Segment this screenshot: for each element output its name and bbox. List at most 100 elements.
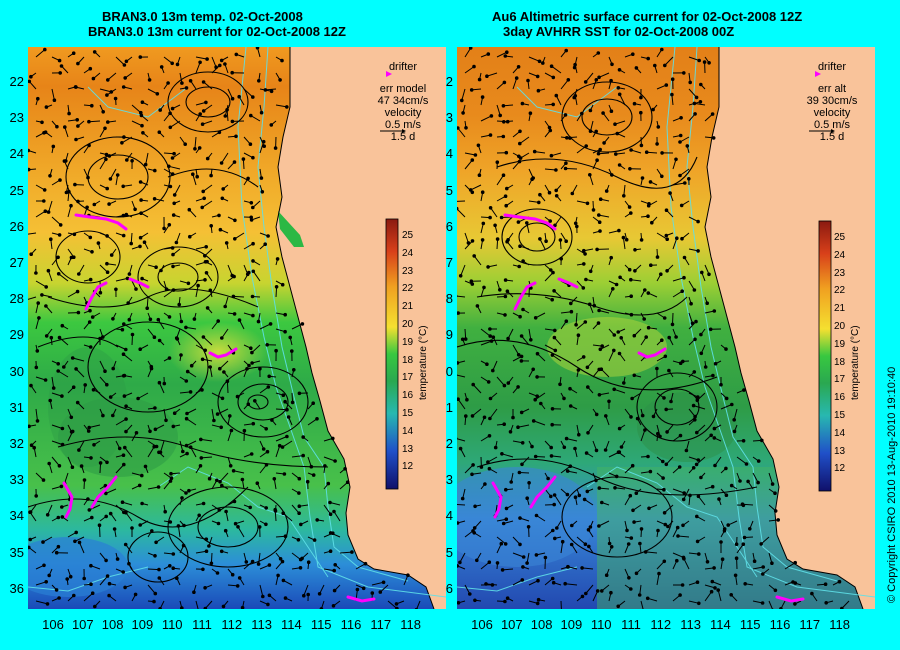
longitude-tick: 106 [42,617,64,632]
colorbar-tick-label: 15 [402,408,414,419]
err-value: 47 34cm/s [377,95,429,107]
right-map-panel [457,47,875,609]
right-title-line1: Au6 Altimetric surface current for 02-Oc… [492,9,803,24]
longitude-tick: 117 [799,617,821,632]
colorbar-tick-label: 12 [834,463,846,475]
colorbar-tick-label: 21 [834,303,846,315]
colorbar-title-left: temperature (°C) [418,325,429,400]
longitude-tick: 116 [340,617,362,632]
colorbar-tick-label: 16 [834,392,846,404]
colorbar-tick-label: 19 [402,336,414,348]
err-label: err alt [817,83,847,95]
colorbar-tick-label: 14 [402,425,414,437]
land-mass [705,47,875,609]
longitude-tick: 118 [829,617,850,632]
latitude-tick: 35 [9,544,24,560]
longitude-tick: 108 [101,617,124,632]
duration-label: 1.5 d [819,131,845,143]
colorbar-tick-label: 23 [402,265,414,277]
drifter-legend-icon [386,71,392,77]
longitude-tick: 115 [739,617,761,632]
colorbar-tick-label: 25 [834,232,846,243]
longitude-tick: 109 [560,617,583,632]
left-map-svg [28,47,446,609]
velocity-value: 0.5 m/s [813,119,851,131]
latitude-tick: 27 [9,255,24,270]
latitude-tick: 23 [9,110,24,126]
colorbar-tick-label: 25 [402,230,414,241]
longitude-tick: 112 [650,617,672,632]
err-value: 39 30cm/s [806,95,858,107]
longitude-tick: 118 [400,617,421,632]
latitude-tick: 26 [9,218,24,234]
colorbar-tick-label: 22 [834,285,846,297]
colorbar-tick-label: 24 [834,249,846,261]
left-title-line1: BRAN3.0 13m temp. 02-Oct-2008 [102,9,303,24]
longitude-tick: 110 [161,617,183,632]
duration-label: 1.5 d [390,131,416,143]
left-map-panel [28,47,446,609]
longitude-tick: 115 [310,617,332,632]
right-legend: drifter err alt 39 30cm/s velocity 0.5 m… [797,61,867,143]
colorbar-tick-label: 18 [402,354,414,366]
land-mass [276,47,446,609]
latitude-tick: 34 [9,508,24,524]
colorbar-tick-label: 16 [402,390,414,402]
latitude-tick: 28 [9,291,24,307]
latitude-tick: 36 [9,580,24,596]
latitude-tick: 32 [9,436,24,451]
colorbar-tick-label: 17 [834,374,846,386]
velocity-label: velocity [813,107,851,119]
colorbar-tick-label: 23 [834,267,846,279]
colorbar-tick-label: 13 [834,445,846,457]
colorbar-tick-label: 12 [402,461,414,473]
colorbar-right [818,220,832,492]
colorbar-title-right: temperature (°C) [850,325,861,400]
colorbar-tick-label: 20 [402,319,414,330]
latitude-tick: 29 [9,327,24,343]
latitude-tick: 22 [9,74,24,89]
drifter-label: drifter [388,61,418,73]
longitude-tick: 117 [370,617,392,632]
drifter-legend-icon [815,71,821,77]
longitude-tick: 114 [281,617,302,632]
colorbar-tick-label: 13 [402,443,414,455]
velocity-value: 0.5 m/s [384,119,422,131]
err-label: err model [379,83,427,95]
copyright-text: © Copyright CSIRO 2010 13-Aug-2010 19:10… [886,366,898,603]
longitude-tick: 110 [590,617,612,632]
latitude-tick: 24 [9,146,24,162]
colorbar-tick-label: 19 [834,338,846,350]
colorbar-left [385,218,399,490]
colorbar-tick-label: 17 [402,372,414,384]
drifter-label: drifter [817,61,847,73]
drifter-tracks-right [491,213,805,603]
velocity-label: velocity [384,107,422,119]
longitude-tick: 111 [621,617,641,632]
latitude-tick: 25 [9,182,24,198]
right-map-svg [457,47,875,609]
colorbar-tick-label: 24 [402,247,414,259]
longitude-tick: 114 [710,617,731,632]
longitude-tick: 113 [251,617,272,632]
left-title-line2: BRAN3.0 13m current for 02-Oct-2008 12Z [88,24,346,39]
colorbar-tick-label: 22 [402,283,414,295]
colorbar-tick-label: 21 [402,301,414,313]
left-legend: drifter err model 47 34cm/s velocity 0.5… [368,61,438,143]
longitude-tick: 109 [131,617,154,632]
latitude-tick: 30 [9,363,24,379]
colorbar-tick-label: 18 [834,356,846,368]
longitude-tick: 116 [769,617,791,632]
right-title-line2: 3day AVHRR SST for 02-Oct-2008 00Z [503,24,735,39]
colorbar-tick-label: 14 [834,427,846,439]
longitude-tick: 111 [192,617,212,632]
longitude-tick: 107 [500,617,523,632]
longitude-tick: 113 [680,617,701,632]
latitude-tick: 31 [9,399,24,415]
colorbar-tick-label: 15 [834,410,846,421]
longitude-tick: 112 [221,617,243,632]
colorbar-tick-label: 20 [834,321,846,332]
longitude-tick: 108 [530,617,553,632]
drifter-tracks-left [62,213,376,603]
longitude-tick: 106 [471,617,493,632]
